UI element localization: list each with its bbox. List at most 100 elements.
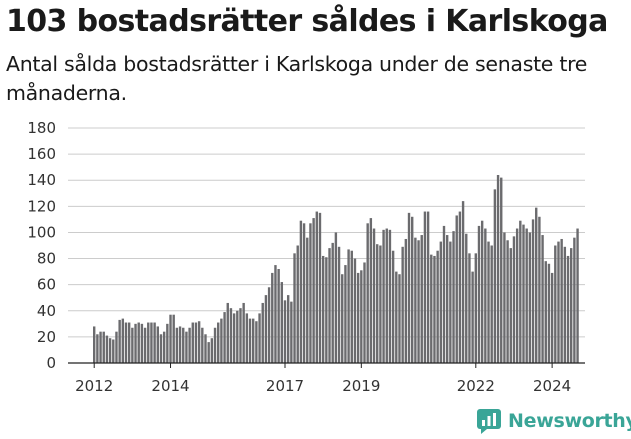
bar: [401, 246, 404, 363]
bar: [436, 250, 439, 363]
bar: [280, 282, 284, 363]
bar: [391, 250, 395, 363]
y-tick-label: 40: [37, 302, 56, 320]
bar: [344, 265, 347, 363]
bar: [99, 331, 102, 363]
bar: [515, 228, 519, 363]
bar: [140, 323, 144, 363]
y-tick-label: 140: [27, 171, 56, 189]
bar: [353, 258, 357, 363]
bar: [150, 322, 153, 363]
bar: [547, 263, 551, 363]
bar: [550, 272, 554, 363]
bar: [102, 331, 105, 363]
bar: [204, 334, 207, 363]
bar: [315, 211, 318, 363]
bar: [566, 255, 570, 363]
bar: [385, 228, 388, 363]
bar: [341, 274, 344, 363]
bar: [490, 245, 493, 363]
bar: [541, 235, 544, 363]
bar: [96, 334, 99, 363]
bar: [325, 257, 328, 363]
bar: [194, 322, 198, 363]
bar: [369, 218, 373, 363]
bar: [563, 246, 567, 363]
bar: [576, 228, 579, 363]
bar: [465, 233, 468, 363]
bar: [528, 232, 532, 363]
bar: [302, 223, 306, 363]
bar: [226, 302, 229, 363]
bar: [134, 323, 137, 363]
bar: [554, 245, 557, 363]
bar: [108, 338, 112, 363]
bar: [191, 322, 194, 363]
bar: [538, 216, 541, 363]
x-tick-label: 2019: [342, 377, 380, 395]
bar: [411, 216, 414, 363]
bar: [519, 220, 522, 363]
bar: [118, 319, 121, 363]
bar: [449, 241, 452, 363]
bar: [430, 254, 433, 363]
bar: [379, 245, 382, 363]
bar: [404, 238, 408, 363]
bar: [172, 314, 175, 363]
x-axis: 2012 2014 2017 2019 2022 2024: [68, 362, 585, 395]
bar: [147, 322, 150, 363]
bar: [557, 241, 560, 363]
bar: [245, 313, 249, 363]
bar: [484, 228, 487, 363]
x-tick-label: 2022: [457, 377, 495, 395]
bar: [461, 201, 465, 363]
bar: [531, 219, 535, 363]
bar: [395, 271, 398, 363]
bar: [182, 327, 185, 363]
bar: [347, 249, 350, 363]
bar: [159, 334, 163, 363]
bar: [220, 318, 223, 363]
bar: [293, 253, 296, 363]
bar: [229, 308, 233, 363]
x-tick-label: 2024: [533, 377, 571, 395]
bar: [124, 322, 128, 363]
bar: [232, 313, 236, 363]
y-tick-label: 0: [46, 354, 56, 372]
bar: [255, 321, 258, 363]
bar: [350, 250, 353, 363]
bar: [372, 228, 376, 363]
y-tick-label: 80: [37, 250, 56, 268]
bar: [376, 244, 379, 363]
bar: [500, 177, 503, 363]
bar: [560, 238, 563, 363]
bar: [236, 310, 239, 363]
bar: [455, 215, 458, 363]
bar: [496, 175, 500, 363]
x-tick-label: 2017: [266, 377, 304, 395]
bar: [283, 300, 287, 363]
bar: [331, 242, 334, 363]
bar: [535, 207, 538, 363]
bar: [264, 295, 268, 363]
bar: [188, 327, 191, 363]
y-tick-label: 120: [27, 197, 56, 215]
bar: [143, 327, 147, 363]
bar: [271, 272, 274, 363]
bar: [201, 327, 204, 363]
bar: [105, 335, 109, 363]
bar: [185, 331, 188, 363]
highlight-value-label: 103: [565, 0, 597, 5]
bar: [248, 318, 252, 363]
bar: [321, 255, 325, 363]
bar: [382, 229, 385, 363]
bar: [166, 323, 169, 363]
bar: [217, 322, 220, 363]
y-tick-label: 60: [37, 276, 56, 294]
bar: [366, 223, 369, 363]
bar: [573, 237, 576, 363]
bar: [306, 237, 309, 363]
bar: [439, 241, 443, 363]
bar: [458, 211, 462, 363]
